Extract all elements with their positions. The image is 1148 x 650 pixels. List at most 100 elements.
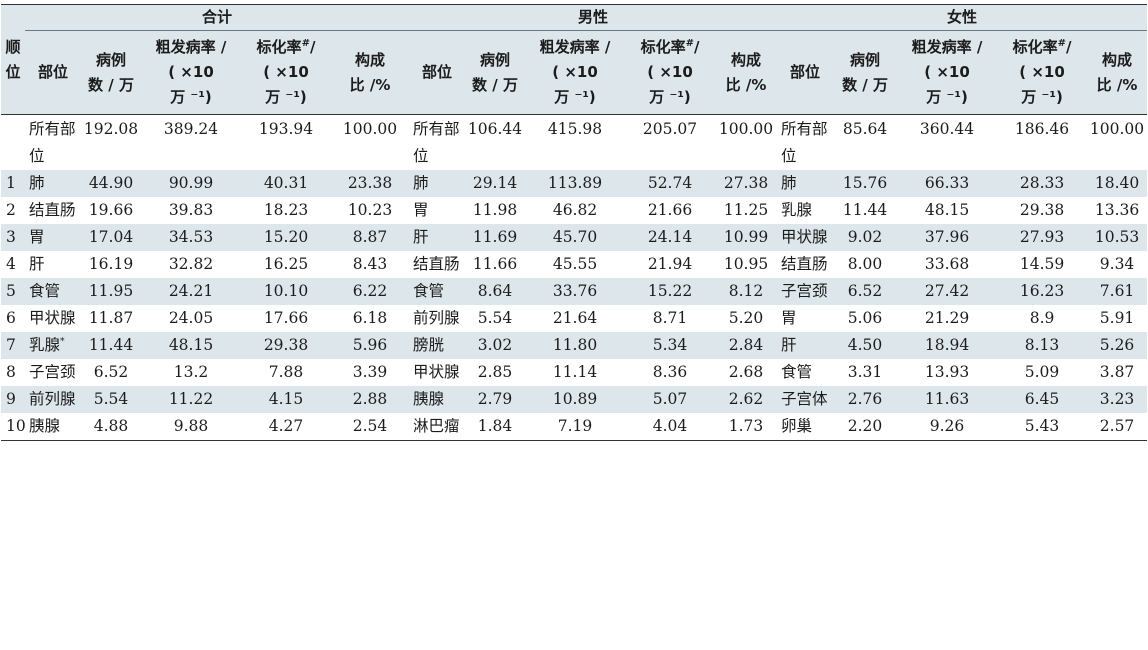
cell-f-cases: 85.64 bbox=[842, 120, 888, 138]
cell-m-crude: 45.70 bbox=[525, 224, 626, 251]
cell-m-site: 前列腺 bbox=[413, 309, 460, 327]
cell-m-site: 所有部位 bbox=[413, 120, 460, 165]
cell-t-site: 甲状腺 bbox=[29, 309, 76, 327]
cell-rank: 1 bbox=[1, 170, 25, 197]
cell-f-asr: 8.9 bbox=[1029, 309, 1055, 327]
cell-t-cases: 16.19 bbox=[88, 255, 134, 273]
cell-f-asr: 5.09 bbox=[1024, 363, 1060, 381]
proportion-header: 构成比 /% bbox=[1087, 30, 1148, 115]
cell-t-site: 乳腺* bbox=[25, 332, 81, 359]
crude-rate-header: 粗发病率 /( ×10 万 ⁻¹) bbox=[897, 30, 998, 115]
cell-m-asr: 5.34 bbox=[625, 332, 716, 359]
cell-m-asr: 205.07 bbox=[642, 120, 698, 138]
rank-header-line2: 位 bbox=[5, 62, 21, 81]
cell-m-crude: 415.98 bbox=[547, 120, 603, 138]
cell-f-cases: 5.06 bbox=[847, 309, 883, 327]
site-header: 部位 bbox=[777, 30, 834, 115]
rank-header-line1: 顺 bbox=[5, 37, 21, 56]
cell-f-site: 甲状腺 bbox=[777, 224, 834, 251]
cell-f-cases: 2.76 bbox=[833, 386, 898, 413]
cell-m-site: 膀胱 bbox=[409, 332, 466, 359]
cell-f-prop: 10.53 bbox=[1087, 224, 1148, 251]
cell-m-site: 肝 bbox=[409, 224, 466, 251]
cell-m-asr: 24.14 bbox=[625, 224, 716, 251]
cases-header: 病例数 / 万 bbox=[81, 30, 141, 115]
cell-t-prop: 10.23 bbox=[347, 201, 393, 219]
cell-m-crude: 7.19 bbox=[557, 417, 593, 435]
cell-m-cases: 11.66 bbox=[472, 255, 518, 273]
table-row: 4 肝 16.19 32.82 16.25 8.43 结直肠 11.66 45.55 21.94 1… bbox=[1, 251, 1147, 278]
cell-m-crude: 11.14 bbox=[552, 363, 598, 381]
group-header-row: 顺 位 合计 男性 女性 bbox=[1, 4, 1148, 115]
cell-t-cases: 11.95 bbox=[81, 278, 141, 305]
cell-t-asr: 18.23 bbox=[263, 201, 309, 219]
cell-f-site: 子宫体 bbox=[777, 386, 834, 413]
cell-t-crude: 24.21 bbox=[141, 278, 241, 305]
asr-header: 标化率#/( ×10 万 ⁻¹) bbox=[625, 30, 716, 115]
cell-m-site: 胃 bbox=[413, 201, 429, 219]
cell-f-asr: 16.23 bbox=[997, 278, 1088, 305]
cell-f-site: 卵巢 bbox=[781, 417, 813, 435]
cell-f-crude: 13.93 bbox=[924, 363, 970, 381]
cell-m-prop: 11.25 bbox=[723, 201, 769, 219]
cell-f-crude: 66.33 bbox=[897, 170, 998, 197]
cell-t-asr: 7.88 bbox=[268, 363, 304, 381]
cell-f-cases: 15.76 bbox=[833, 170, 898, 197]
cell-rank: 2 bbox=[6, 201, 16, 219]
cell-t-crude: 9.88 bbox=[173, 417, 209, 435]
cell-t-crude: 389.24 bbox=[163, 120, 219, 138]
cell-t-site: 肝 bbox=[29, 255, 45, 273]
cell-t-cases: 19.66 bbox=[88, 201, 134, 219]
cell-m-crude: 113.89 bbox=[525, 170, 626, 197]
cell-t-prop: 100.00 bbox=[342, 120, 398, 138]
cell-t-asr: 17.66 bbox=[263, 309, 309, 327]
cell-f-cases: 4.50 bbox=[833, 332, 898, 359]
site-header: 部位 bbox=[409, 30, 466, 115]
cell-t-cases: 5.54 bbox=[81, 386, 141, 413]
cell-m-crude: 10.89 bbox=[525, 386, 626, 413]
site-header: 部位 bbox=[25, 30, 81, 115]
proportion-header: 构成比 /% bbox=[715, 30, 778, 115]
cell-rank: 10 bbox=[6, 417, 26, 435]
cell-t-asr: 4.27 bbox=[268, 417, 304, 435]
cell-m-prop: 8.12 bbox=[715, 278, 778, 305]
group-female-header: 女性 bbox=[777, 4, 1148, 31]
cell-m-asr: 15.22 bbox=[625, 278, 716, 305]
cell-rank: 8 bbox=[6, 363, 16, 381]
cell-f-crude: 33.68 bbox=[924, 255, 970, 273]
table-row: 9 前列腺 5.54 11.22 4.15 2.88 胰腺 2.79 10.89 5.07 2.62… bbox=[1, 386, 1148, 413]
cell-rank: 4 bbox=[6, 255, 16, 273]
cell-rank: 7 bbox=[1, 332, 25, 359]
cell-t-site: 子宫颈 bbox=[29, 363, 76, 381]
cell-m-cases: 2.79 bbox=[465, 386, 526, 413]
cell-f-site: 食管 bbox=[781, 363, 813, 381]
cases-header: 病例数 / 万 bbox=[465, 30, 526, 115]
cell-t-prop: 6.18 bbox=[352, 309, 388, 327]
cell-t-crude: 39.83 bbox=[168, 201, 214, 219]
cell-m-asr: 8.36 bbox=[652, 363, 688, 381]
cell-m-prop: 10.95 bbox=[723, 255, 769, 273]
table-row: 10 胰腺 4.88 9.88 4.27 2.54 淋巴瘤 1.84 7.19 4.04 1.73 卵… bbox=[1, 413, 1148, 441]
group-total-header: 合计 bbox=[25, 4, 410, 31]
cell-m-prop: 10.99 bbox=[715, 224, 778, 251]
cell-t-prop: 5.96 bbox=[331, 332, 410, 359]
cell-f-crude: 21.29 bbox=[924, 309, 970, 327]
cell-t-site: 胃 bbox=[25, 224, 81, 251]
cell-f-cases: 6.52 bbox=[833, 278, 898, 305]
cell-f-cases: 8.00 bbox=[847, 255, 883, 273]
cell-f-crude: 48.15 bbox=[924, 201, 970, 219]
cell-m-cases: 1.84 bbox=[477, 417, 513, 435]
cell-t-asr: 193.94 bbox=[258, 120, 314, 138]
cell-t-prop: 2.88 bbox=[331, 386, 410, 413]
column-header-row: 部位 病例数 / 万 粗发病率 /( ×10 万 ⁻¹) 标化率#/( ×10 万 … bbox=[1, 30, 1148, 115]
table-row: 2 结直肠 19.66 39.83 18.23 10.23 胃 11.98 46.82 21.66… bbox=[1, 197, 1147, 224]
table-row: 5 食管 11.95 24.21 10.10 6.22 食管 8.64 33.76 15.22 8.… bbox=[1, 278, 1148, 305]
cell-t-cases: 17.04 bbox=[81, 224, 141, 251]
cell-m-cases: 5.54 bbox=[477, 309, 513, 327]
footnote-mark: * bbox=[60, 336, 65, 347]
cell-f-prop: 100.00 bbox=[1089, 120, 1145, 138]
cell-m-crude: 21.64 bbox=[552, 309, 598, 327]
cancer-incidence-table: 顺 位 合计 男性 女性 部位 病例数 / 万 粗发病率 /( ×10 万 ⁻¹)… bbox=[1, 4, 1148, 441]
cell-f-cases: 3.31 bbox=[847, 363, 883, 381]
